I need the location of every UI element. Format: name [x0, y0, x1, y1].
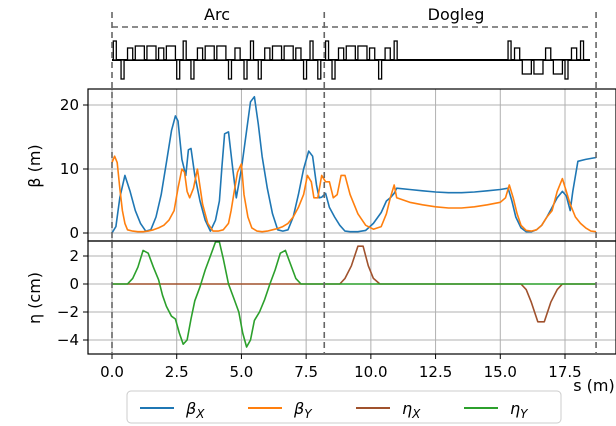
- lattice-element-12: [216, 45, 227, 61]
- lattice-element-24: [317, 59, 322, 80]
- lattice-element-16: [249, 40, 255, 61]
- legend-label-2: ηX: [402, 399, 421, 421]
- lattice-element-1: [120, 59, 125, 80]
- legend-label-3: ηY: [510, 399, 529, 421]
- legend: βX βY ηX ηY: [126, 390, 562, 424]
- lattice-element-17: [257, 59, 262, 80]
- legend-items: βX βY ηX ηY: [140, 399, 529, 421]
- eta-yticks: 2 0 −2 −4: [57, 247, 88, 349]
- lattice-element-5: [157, 47, 165, 61]
- lattice-element-10: [196, 47, 204, 61]
- lattice-element-6: [165, 45, 177, 61]
- lattice-element-27: [337, 47, 345, 61]
- beta-axes-frame: [87, 88, 616, 242]
- lattice-element-21: [295, 47, 302, 61]
- lattice-element-25: [324, 40, 330, 61]
- lattice-element-41: [570, 47, 578, 61]
- eta-xtick-label-5: 12.5: [419, 363, 452, 381]
- section-dividers: [111, 12, 597, 354]
- eta-ytick-label-2: −2: [57, 303, 79, 321]
- eta-grid: [88, 241, 616, 354]
- eta-ytick-label-1: 0: [69, 275, 79, 293]
- eta-ytick-label-3: −4: [57, 331, 79, 349]
- lattice-element-0: [112, 40, 117, 61]
- eta-series: [112, 241, 597, 348]
- lattice-element-42: [579, 40, 585, 61]
- beta-ytick-label-2: 20: [60, 96, 79, 114]
- lattice-element-36: [521, 59, 532, 75]
- eta-xtick-label-3: 7.5: [294, 363, 318, 381]
- lattice-element-23: [309, 40, 314, 61]
- eta-xlabel: s (m): [573, 376, 615, 395]
- lattice-element-4: [146, 45, 157, 61]
- lattice-element-38: [544, 47, 552, 61]
- legend-frame: [126, 390, 562, 424]
- lattice-element-19: [271, 45, 283, 61]
- eta-xtick-label-7: 17.5: [548, 363, 581, 381]
- eta-xtick-label-6: 15.0: [484, 363, 517, 381]
- eta-xtick-label-4: 10.0: [354, 363, 387, 381]
- lattice-elements: [112, 40, 585, 80]
- lattice-element-13: [227, 59, 233, 80]
- lattice-element-37: [533, 59, 544, 75]
- lattice-element-31: [377, 59, 383, 80]
- beta-ylabel: β (m): [25, 144, 44, 187]
- beta-ytick-label-1: 10: [60, 160, 79, 178]
- lattice-element-11: [204, 45, 215, 61]
- beta-yticks: 0 10 20: [60, 96, 88, 242]
- lattice-element-28: [345, 45, 356, 61]
- eta-xticks: 0.0 2.5 5.0 7.5 10.0 12.5 15.0 17.5: [100, 354, 582, 381]
- eta-ytick-label-0: 2: [69, 247, 79, 265]
- section-label-arc: Arc: [204, 5, 230, 24]
- lattice-element-22: [302, 59, 308, 80]
- lattice-panel: Arc Dogleg: [112, 5, 590, 80]
- lattice-element-34: [507, 40, 512, 61]
- eta-ylabel: η (cm): [25, 272, 44, 324]
- lattice-element-8: [182, 40, 187, 61]
- eta-series-line-1: [112, 241, 597, 348]
- beta-series-line-0: [111, 95, 597, 234]
- lattice-element-40: [564, 59, 569, 80]
- lattice-element-30: [368, 47, 376, 61]
- lattice-element-33: [393, 40, 398, 61]
- lattice-element-9: [190, 59, 195, 80]
- beta-series: [111, 95, 597, 234]
- beta-grid: [88, 89, 616, 241]
- beta-series-line-1: [111, 155, 597, 233]
- lattice-element-7: [176, 59, 181, 80]
- lattice-element-15: [243, 59, 248, 80]
- eta-panel: 2 0 −2 −4 0.0 2.5 5.0 7.5 10.0 12.5 15.0 17.5 η (c…: [25, 240, 616, 395]
- lattice-element-18: [264, 47, 271, 61]
- legend-label-1: βY: [293, 399, 313, 421]
- lattice-element-26: [331, 59, 336, 80]
- section-label-dogleg: Dogleg: [428, 5, 485, 24]
- lattice-element-29: [357, 45, 368, 61]
- lattice-element-2: [126, 47, 134, 61]
- lattice-element-3: [134, 45, 146, 61]
- lattice-element-14: [234, 47, 241, 61]
- beta-ytick-label-0: 0: [69, 224, 79, 242]
- lattice-element-20: [283, 45, 294, 61]
- lattice-element-35: [513, 47, 521, 61]
- eta-axes-frame: [87, 240, 616, 355]
- legend-label-0: βX: [185, 399, 205, 421]
- eta-xtick-label-0: 0.0: [100, 363, 124, 381]
- beta-panel: 0 10 20 β (m): [25, 88, 616, 242]
- lattice-element-39: [552, 59, 564, 75]
- eta-xtick-label-1: 2.5: [165, 363, 189, 381]
- lattice-element-32: [384, 47, 391, 61]
- eta-xtick-label-2: 5.0: [229, 363, 253, 381]
